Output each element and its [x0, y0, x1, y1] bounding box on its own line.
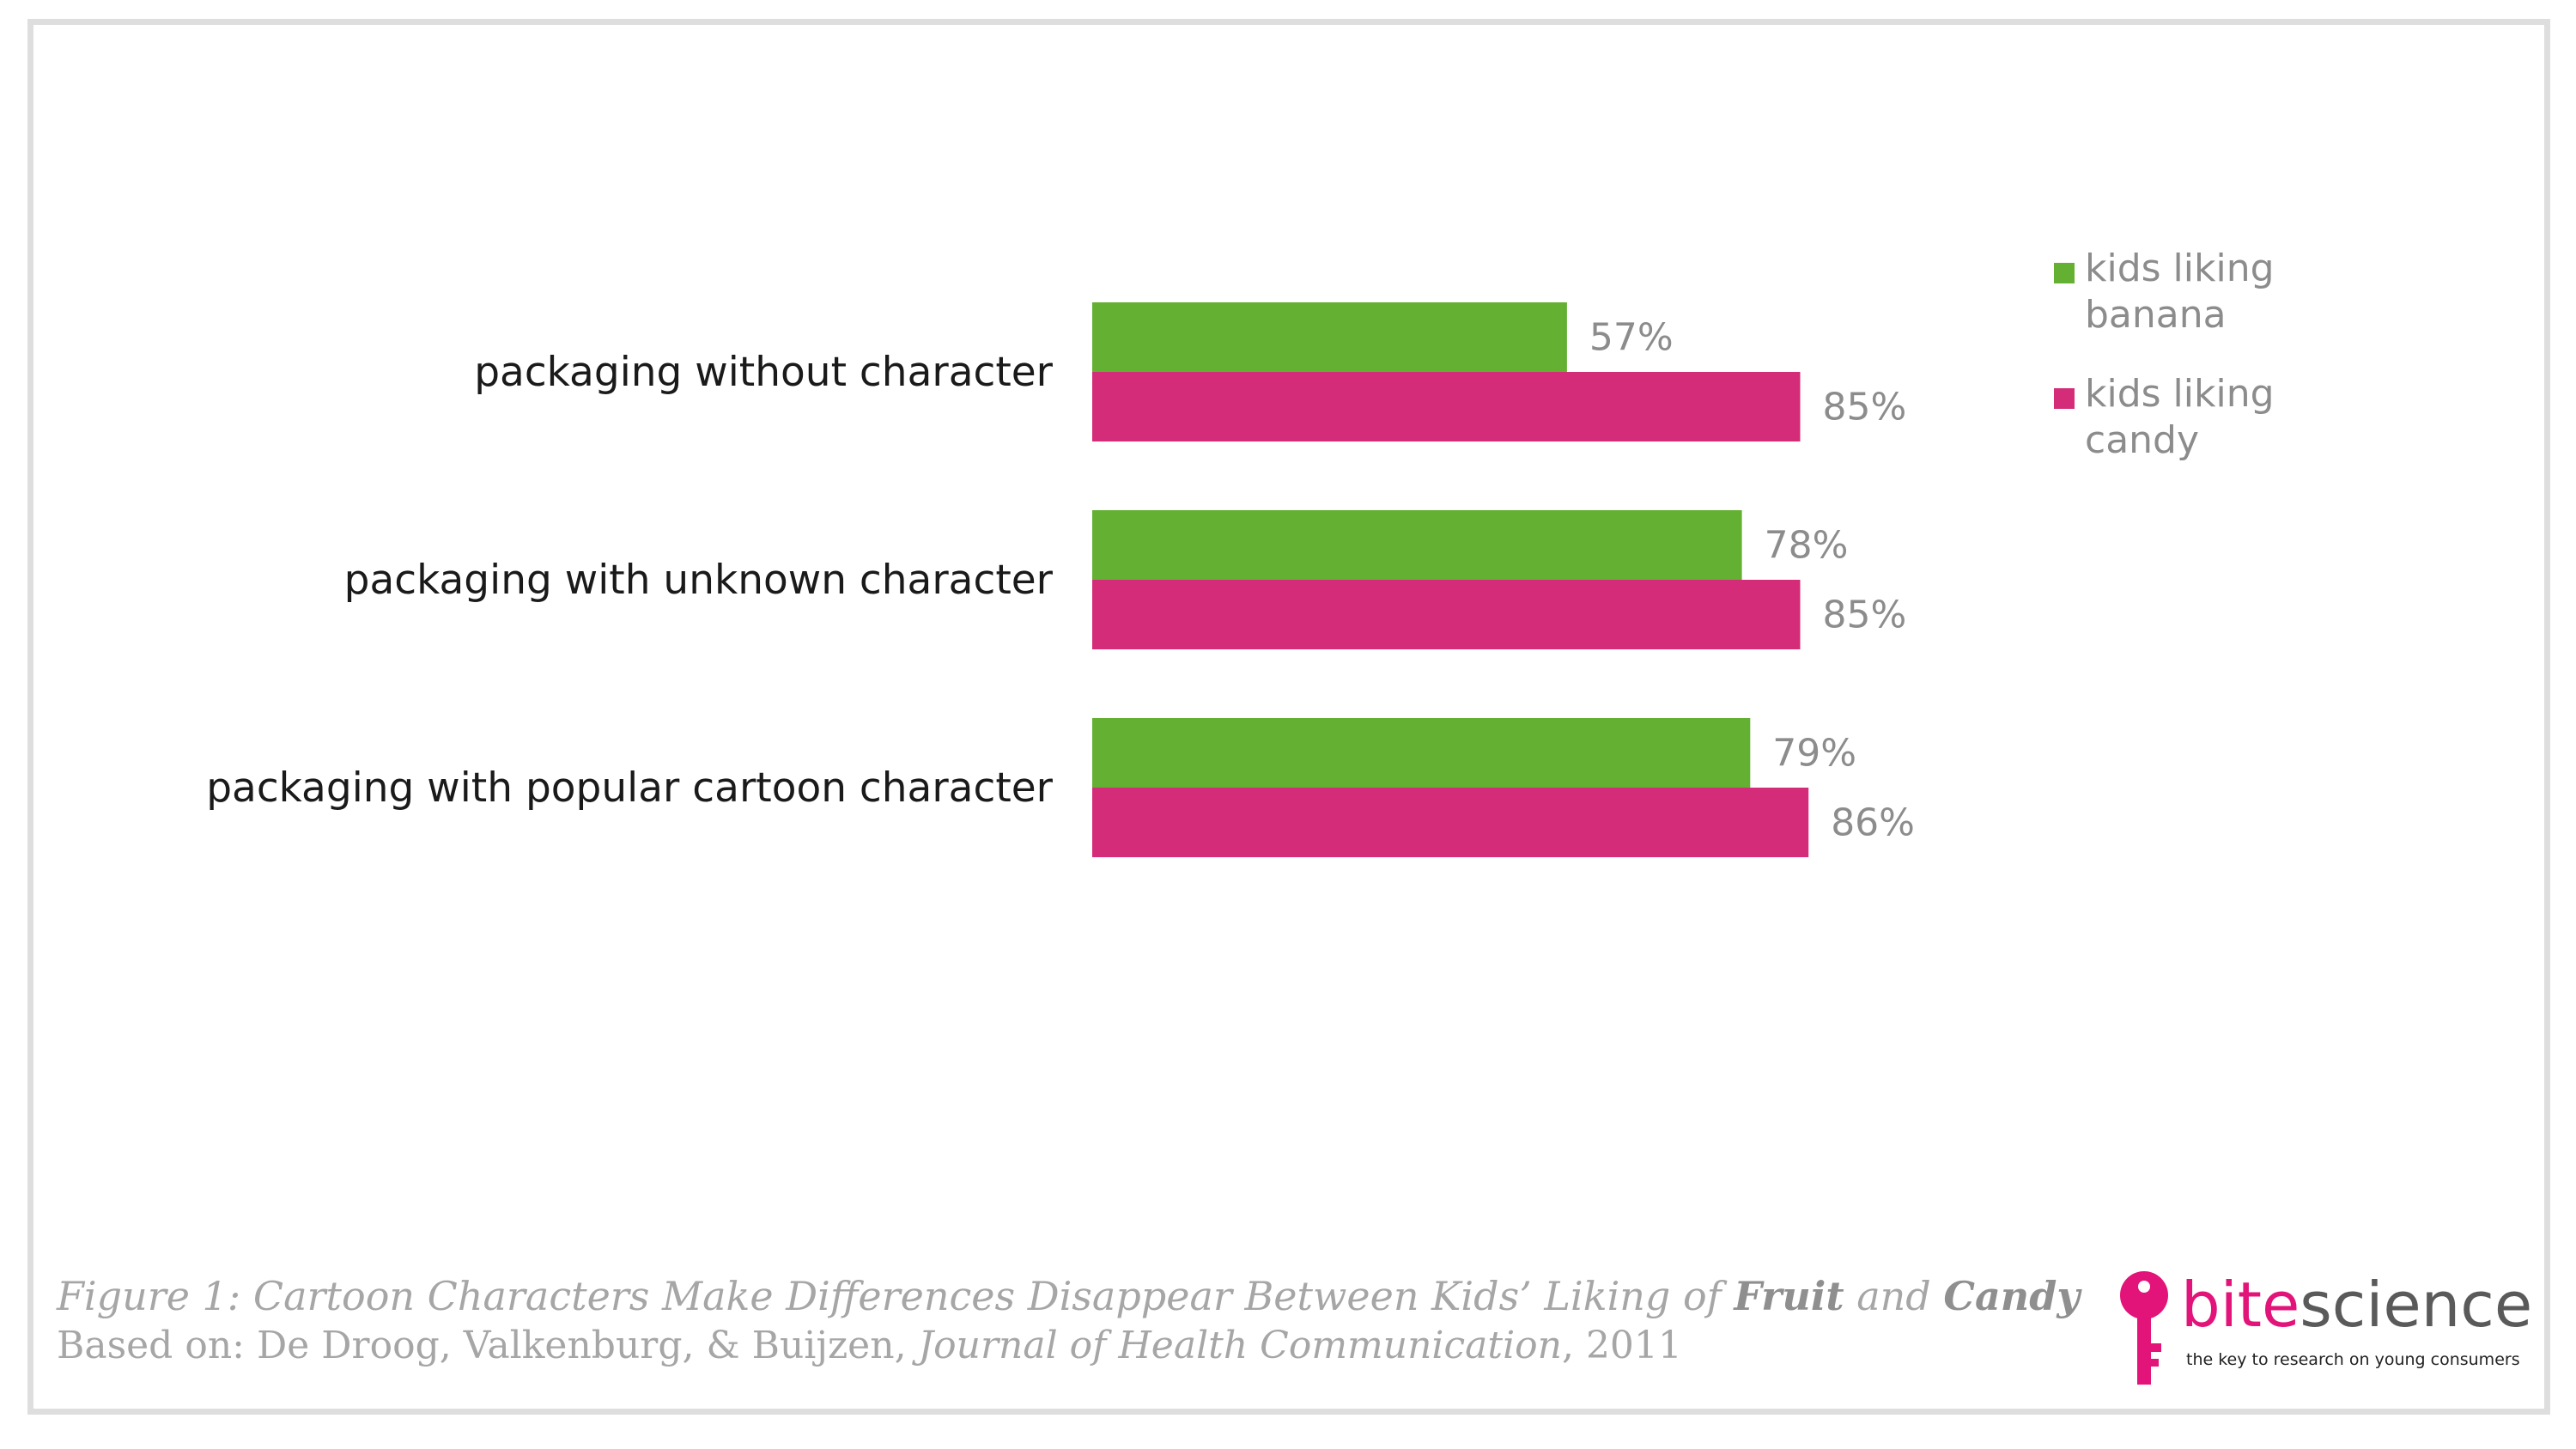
caption-title-and: and — [1844, 1273, 1944, 1319]
data-label: 78% — [1765, 524, 1849, 568]
legend-item-banana: kids liking banana — [2054, 246, 2325, 338]
logo-tagline: the key to research on young consumers — [2186, 1350, 2520, 1369]
caption-title: Figure 1: Cartoon Characters Make Differ… — [57, 1271, 2080, 1321]
data-label: 86% — [1831, 801, 1915, 845]
legend-label-banana: kids liking banana — [2085, 247, 2275, 337]
figure-caption: Figure 1: Cartoon Characters Make Differ… — [57, 1271, 2080, 1371]
bar-banana — [1092, 718, 1751, 788]
legend-item-candy: kids liking candy — [2054, 371, 2325, 464]
bar-candy — [1092, 788, 1809, 857]
logo-wordmark: bitescience — [2181, 1268, 2532, 1342]
bar-candy — [1092, 372, 1801, 441]
caption-source-year: , 2011 — [1561, 1324, 1682, 1367]
caption-source-journal: Journal of Health Communication — [918, 1324, 1562, 1367]
logo-word-science: science — [2300, 1269, 2533, 1341]
bar-banana — [1092, 510, 1742, 580]
data-label: 85% — [1823, 594, 1907, 637]
caption-title-fruit: Fruit — [1734, 1273, 1844, 1319]
caption-source: Based on: De Droog, Valkenburg, & Buijze… — [57, 1321, 2080, 1371]
legend-swatch-banana — [2054, 263, 2075, 283]
bar-banana — [1092, 302, 1567, 372]
data-label: 79% — [1772, 732, 1856, 776]
key-icon — [2120, 1271, 2168, 1385]
category-label: packaging without character — [474, 349, 1053, 396]
category-label: packaging with popular cartoon character — [206, 764, 1053, 812]
caption-title-candy: Candy — [1943, 1273, 2081, 1319]
category-label: packaging with unknown character — [344, 557, 1054, 604]
logo-word-bite: bite — [2181, 1269, 2300, 1341]
caption-title-text: Figure 1: Cartoon Characters Make Differ… — [57, 1273, 1735, 1319]
data-label: 57% — [1589, 316, 1674, 360]
caption-source-authors: Based on: De Droog, Valkenburg, & Buijze… — [57, 1324, 919, 1367]
bitescience-logo: bitescience the key to research on young… — [2114, 1268, 2532, 1388]
chart-legend: kids liking banana kids liking candy — [2054, 246, 2325, 496]
figure-frame — [27, 19, 2550, 1415]
bar-candy — [1092, 580, 1801, 649]
legend-label-candy: kids liking candy — [2085, 372, 2275, 462]
data-label: 85% — [1823, 386, 1907, 429]
chart-plot-area: packaging without character 57% 85% packagi… — [206, 302, 1915, 857]
legend-swatch-candy — [2054, 388, 2075, 409]
